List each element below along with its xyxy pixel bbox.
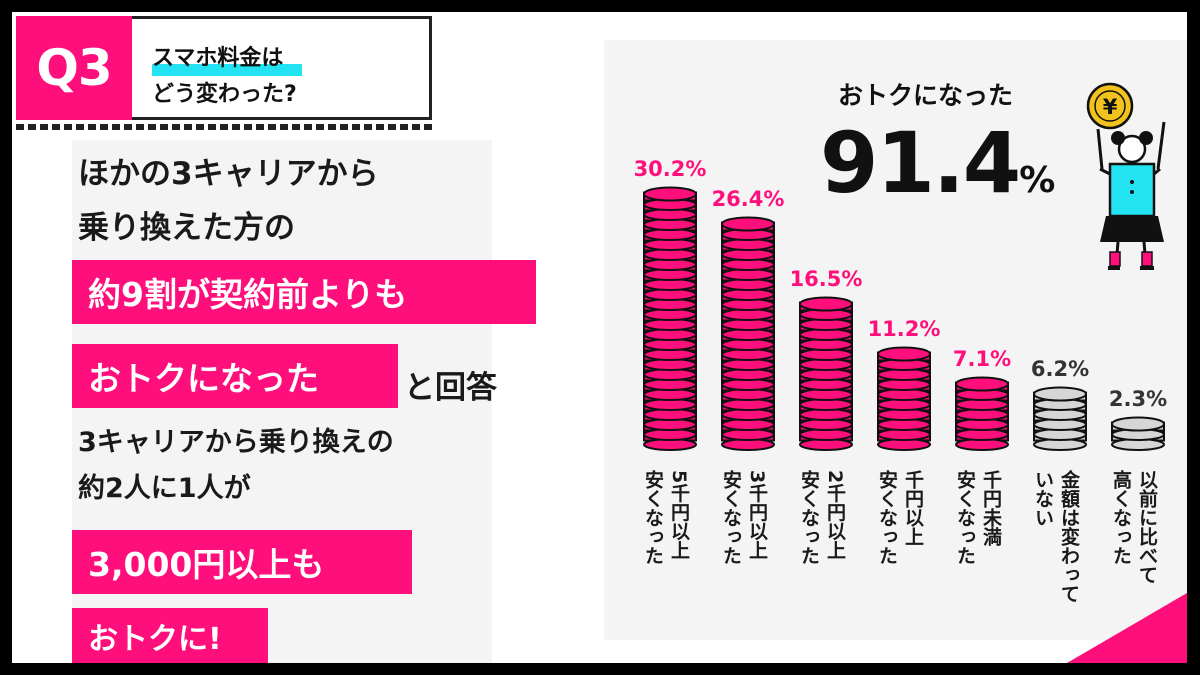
summary-answer-suffix: と回答: [404, 370, 497, 406]
coin-stack-bar-2: [721, 216, 775, 451]
mascot-girl-illustration: ¥: [1086, 82, 1166, 270]
value-label-4: 11.2%: [868, 317, 941, 341]
coin-stack-bar-6: [1033, 386, 1087, 451]
category-label-line: 千円未満: [980, 470, 1002, 546]
category-label-line: 安くなった: [798, 470, 820, 565]
coin-top: [877, 346, 931, 362]
yen-coin-icon: ¥: [1086, 82, 1134, 130]
question-line1: スマホ料金は: [152, 46, 284, 71]
category-label-line: 2千円以上: [824, 470, 846, 560]
category-label-text: 5千円以上 安くなった: [640, 470, 692, 612]
summary-line3: 3キャリアから乗り換えの: [78, 427, 394, 458]
coin-top: [1111, 416, 1165, 432]
coin-top: [799, 296, 853, 312]
highlight-box-3: 3,000円以上も: [72, 530, 412, 594]
category-label-line: 金額は変わって: [1058, 470, 1080, 603]
highlight-box-2: おトクになった: [72, 344, 398, 408]
category-label-text: 金額は変わって いない: [1030, 470, 1082, 612]
headline-unit: %: [1019, 160, 1056, 201]
summary-line1: ほかの3キャリアから: [78, 156, 379, 192]
headline-value: 91.4: [820, 114, 1021, 212]
category-label-line: いない: [1032, 470, 1054, 527]
coin-top: [721, 216, 775, 232]
value-label-7: 2.3%: [1109, 387, 1167, 411]
category-label-line: 安くなった: [876, 470, 898, 565]
coin-stack-bar-4: [877, 346, 931, 451]
value-label-5: 7.1%: [953, 347, 1011, 371]
question-line2: どう変わった?: [152, 82, 297, 107]
coin-stack-bar-7: [1111, 416, 1165, 451]
headline-figure: 91.4%: [820, 114, 1055, 212]
category-label-text: 以前に比べて 高くなった: [1108, 470, 1160, 612]
summary-line2: 乗り換えた方の: [78, 210, 295, 246]
category-label-line: 安くなった: [720, 470, 742, 565]
question-badge: Q3: [16, 16, 132, 120]
highlight-box-4: おトクに!: [72, 608, 268, 663]
category-label-line: 以前に比べて: [1136, 470, 1158, 584]
corner-accent: [1067, 593, 1187, 663]
category-label-text: 2千円以上 安くなった: [796, 470, 848, 612]
coin-stack-bar-3: [799, 296, 853, 451]
headline-label: おトクになった: [838, 81, 1014, 110]
value-label-3: 16.5%: [790, 267, 863, 291]
value-label-1: 30.2%: [634, 157, 707, 181]
category-label-line: 安くなった: [642, 470, 664, 565]
category-label-text: 千円未満 安くなった: [952, 470, 1004, 612]
savings-coin-bar-chart: 30.2%5千円以上安くなった26.4%3千円以上安くなった16.5%2千円以上…: [634, 157, 1168, 612]
category-label-line: 安くなった: [954, 470, 976, 565]
coin-top: [955, 376, 1009, 392]
coin-stack-bar-5: [955, 376, 1009, 451]
coin-top: [1033, 386, 1087, 402]
chart-panel: [604, 40, 1187, 640]
value-label-6: 6.2%: [1031, 357, 1089, 381]
coin-stack-bar-1: [643, 186, 697, 451]
coin-top: [643, 186, 697, 202]
category-label-line: 千円以上: [902, 470, 924, 546]
category-label-line: 5千円以上: [668, 470, 690, 560]
svg-text:¥: ¥: [1103, 95, 1118, 119]
category-label-text: 千円以上 安くなった: [874, 470, 926, 612]
category-label-text: 3千円以上 安くなった: [718, 470, 770, 612]
value-label-2: 26.4%: [712, 187, 785, 211]
highlight-box-1: 約9割が契約前よりも: [72, 260, 536, 324]
question-highlight: [152, 64, 302, 76]
header-dashed-line: [16, 124, 436, 130]
summary-line4: 約2人に1人が: [78, 473, 251, 504]
infographic-frame: Q3 スマホ料金は どう変わった? ほかの3キャリアから 乗り換えた方の 約9割…: [12, 12, 1187, 663]
category-label-line: 高くなった: [1110, 470, 1132, 565]
category-label-line: 3千円以上: [746, 470, 768, 560]
